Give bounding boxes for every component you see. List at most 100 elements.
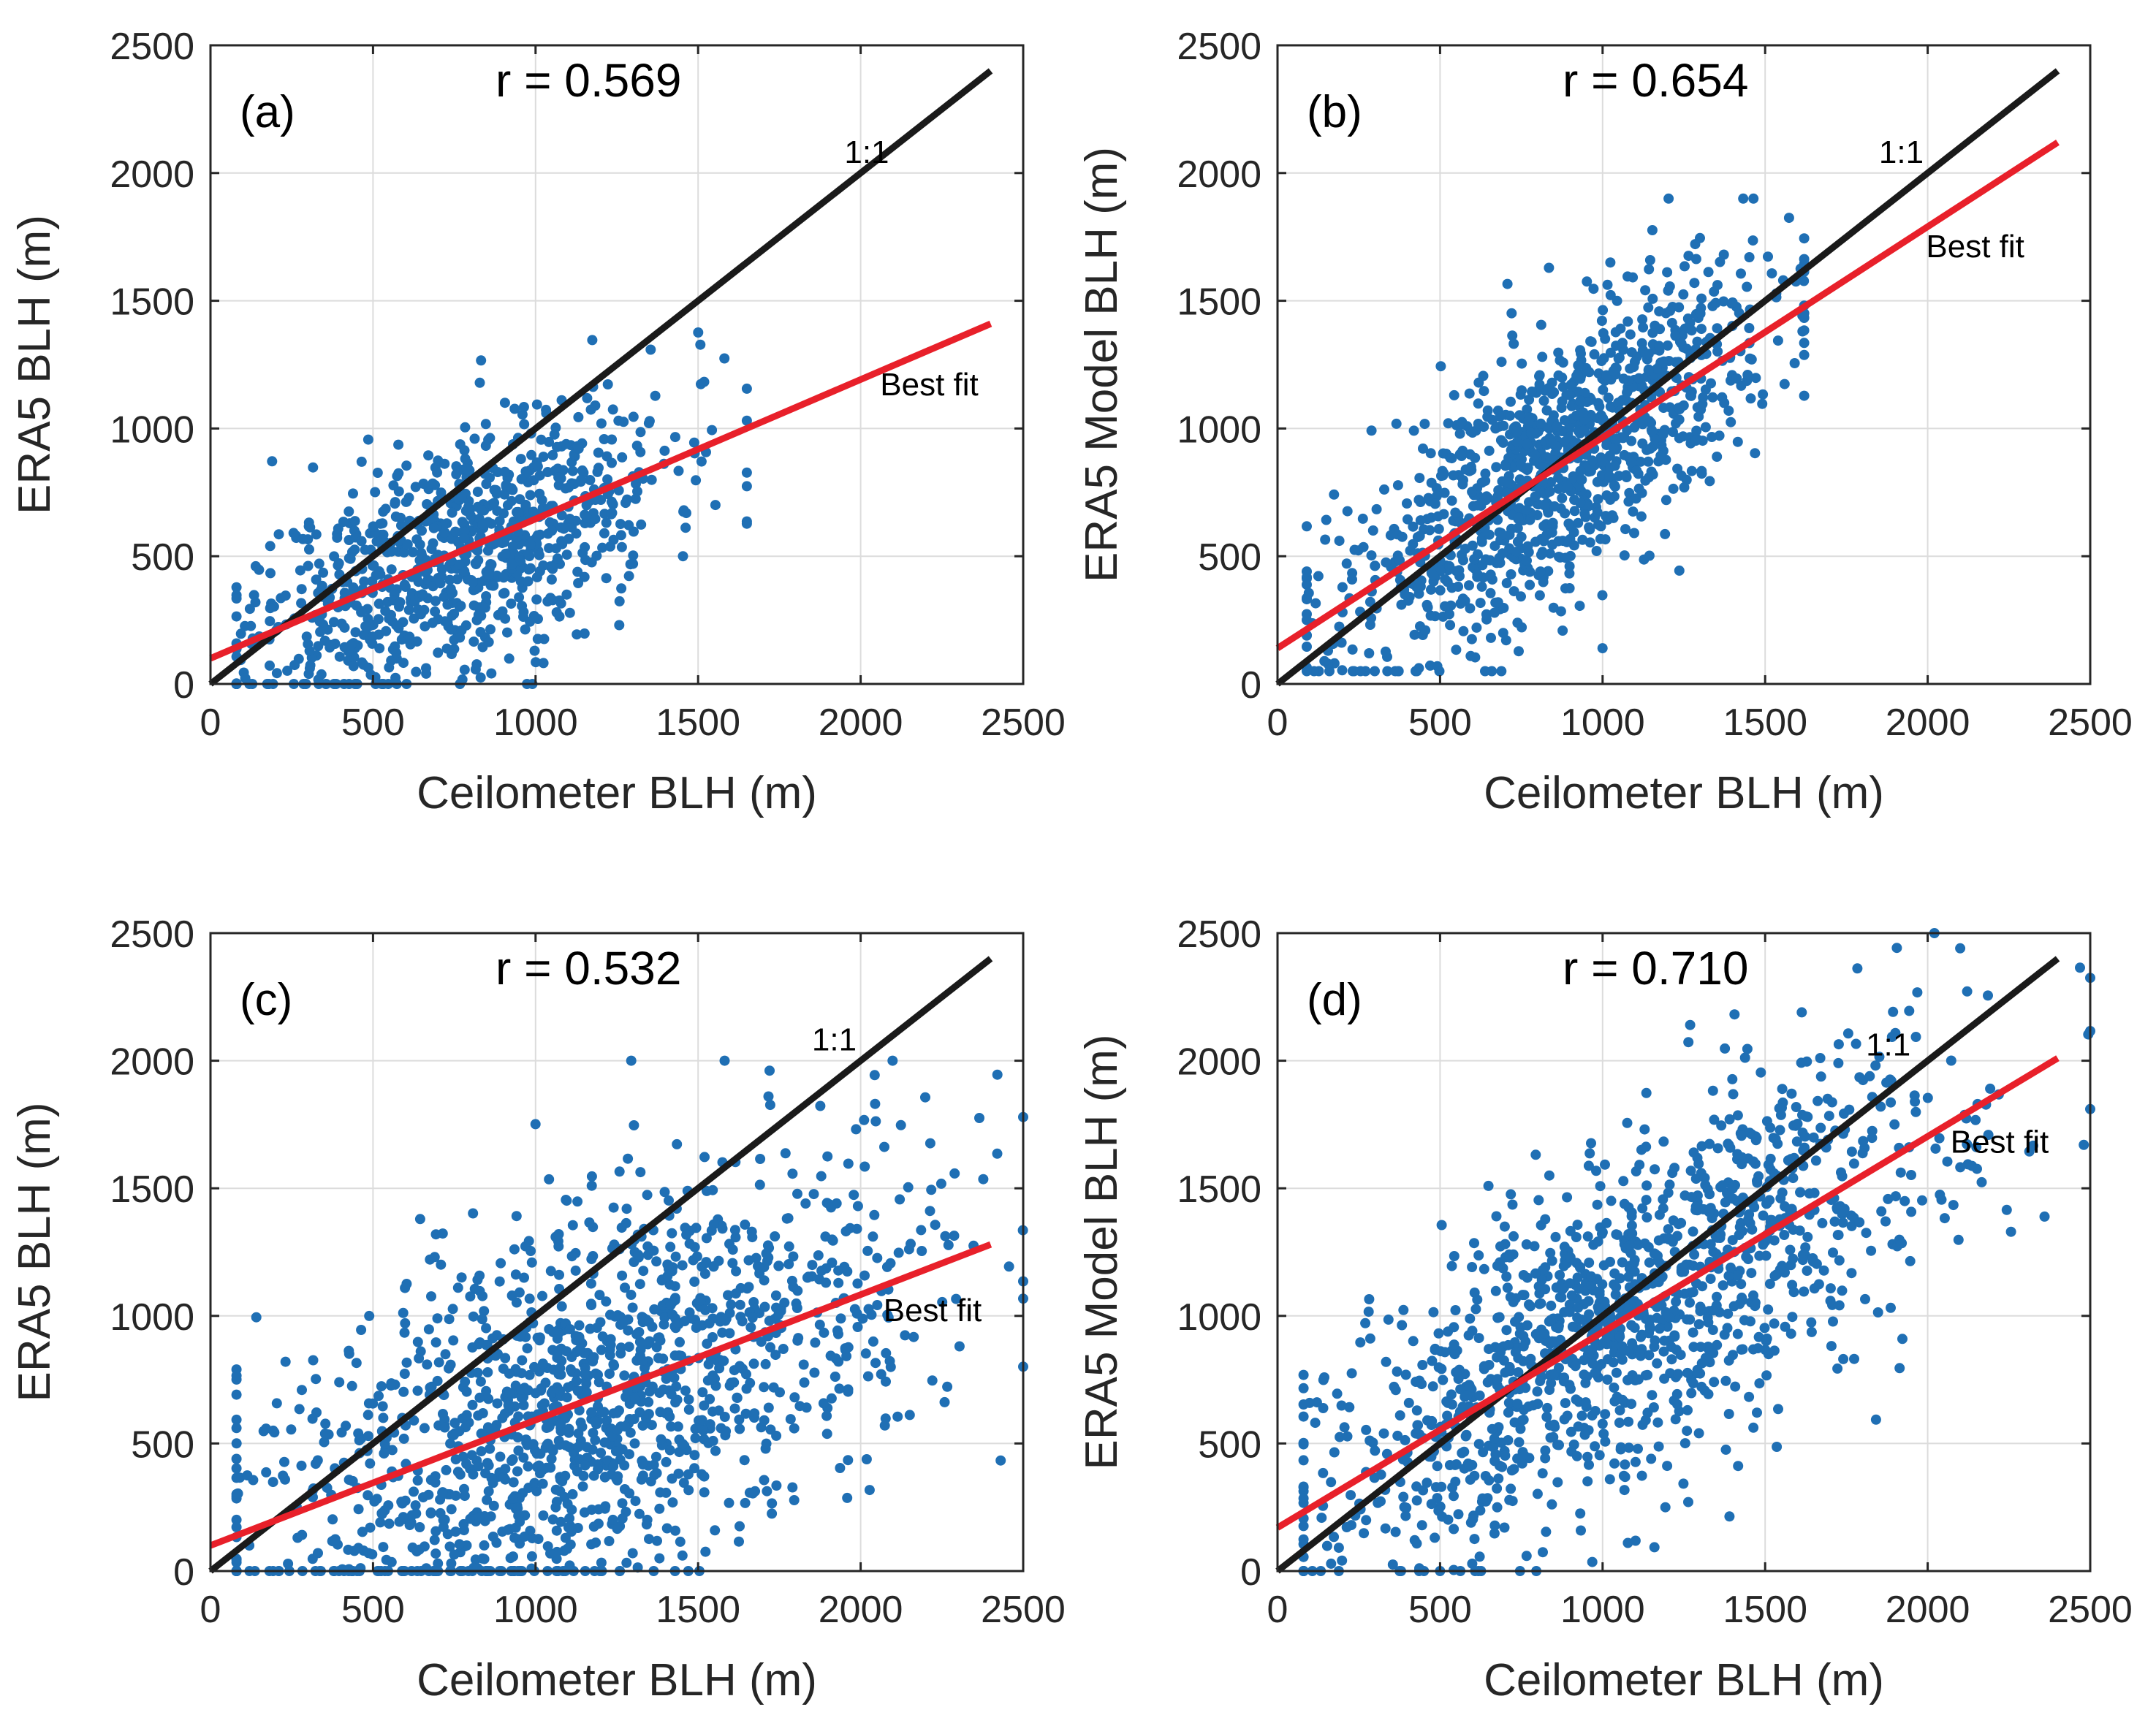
data-point — [368, 521, 379, 532]
data-point — [714, 1363, 725, 1374]
data-point — [1595, 1181, 1606, 1192]
data-point — [826, 1202, 837, 1213]
data-point — [841, 1350, 852, 1361]
data-point — [1316, 1513, 1327, 1524]
data-point — [529, 645, 540, 656]
data-point — [1506, 1465, 1517, 1476]
data-point — [573, 411, 584, 422]
data-point — [1435, 585, 1446, 596]
data-point — [426, 1381, 437, 1392]
data-point — [637, 1355, 648, 1366]
data-point — [596, 1345, 607, 1355]
data-point — [1447, 1482, 1458, 1493]
data-point — [1411, 1405, 1422, 1416]
data-point — [414, 1522, 425, 1532]
data-point — [497, 1412, 508, 1423]
data-point — [864, 1485, 875, 1496]
data-point — [1503, 1339, 1514, 1350]
panel-d: 0 500 1000 1500 2000 250005001000150020002500… — [1077, 913, 2133, 1706]
data-point — [555, 1516, 566, 1527]
data-point — [547, 1327, 558, 1337]
data-point — [555, 1426, 566, 1437]
data-point — [538, 658, 549, 669]
data-point — [1722, 1323, 1733, 1334]
data-point — [555, 1385, 566, 1396]
data-point — [1732, 1328, 1743, 1339]
data-point — [1771, 1269, 1782, 1280]
data-point — [1537, 547, 1548, 558]
data-point — [1748, 1156, 1759, 1167]
data-point — [1430, 1532, 1441, 1543]
data-point — [517, 1355, 528, 1366]
data-point — [756, 1336, 767, 1347]
data-point — [313, 674, 324, 685]
data-point — [1897, 1334, 1908, 1345]
data-point — [623, 1342, 634, 1353]
data-point — [538, 1510, 549, 1521]
data-point — [1866, 1245, 1877, 1256]
data-point — [1750, 448, 1761, 459]
data-point — [601, 573, 612, 584]
data-point — [940, 1231, 951, 1241]
data-point — [1446, 495, 1457, 506]
data-point — [582, 392, 593, 403]
data-point — [1530, 536, 1541, 547]
data-point — [566, 1251, 577, 1262]
data-point — [1298, 1521, 1309, 1532]
data-point — [439, 1414, 450, 1425]
data-point — [454, 601, 465, 612]
data-point — [730, 1232, 741, 1243]
data-point — [992, 1148, 1003, 1159]
data-point — [1656, 1315, 1667, 1326]
data-point — [1734, 1298, 1745, 1309]
data-point — [602, 474, 613, 485]
data-point — [474, 377, 485, 388]
data-point — [507, 1494, 518, 1504]
data-point — [1361, 1424, 1372, 1435]
data-point — [662, 1259, 673, 1270]
data-point — [1582, 276, 1593, 287]
data-point — [843, 1386, 854, 1397]
data-point — [421, 668, 432, 679]
data-point — [1586, 1345, 1597, 1355]
data-point — [729, 1377, 740, 1388]
data-point — [553, 1229, 564, 1239]
data-point — [1601, 1339, 1612, 1350]
data-point — [1460, 1431, 1471, 1442]
data-point — [1479, 386, 1489, 397]
data-point — [1618, 373, 1629, 384]
data-point — [1780, 1321, 1791, 1332]
data-point — [1595, 521, 1606, 532]
data-point — [1503, 1397, 1514, 1408]
data-point — [1726, 417, 1736, 427]
data-point — [591, 1323, 602, 1333]
data-point — [773, 1260, 784, 1271]
data-point — [787, 1168, 798, 1179]
data-point — [311, 529, 322, 540]
data-point — [242, 1470, 253, 1481]
data-point — [1899, 1195, 1910, 1206]
data-point — [534, 488, 545, 499]
data-point — [1492, 1374, 1503, 1385]
data-point — [586, 1407, 597, 1418]
data-point — [1711, 1248, 1722, 1259]
data-point — [1597, 1279, 1608, 1290]
data-point — [525, 539, 536, 550]
data-point — [1433, 1362, 1444, 1373]
data-point — [409, 1486, 419, 1497]
data-point — [617, 1513, 628, 1524]
data-point — [1602, 279, 1613, 290]
data-point — [1705, 1274, 1716, 1285]
data-point — [401, 496, 411, 507]
data-point — [631, 441, 642, 451]
y-tick-label: 0 — [173, 664, 194, 707]
data-point — [1647, 293, 1658, 304]
data-point — [741, 1383, 752, 1394]
data-point — [571, 528, 582, 539]
data-point — [707, 1332, 718, 1342]
data-point — [562, 1543, 572, 1554]
data-point — [1643, 302, 1654, 313]
data-point — [552, 1349, 563, 1360]
data-point — [588, 1428, 599, 1438]
data-point — [1329, 1447, 1340, 1458]
